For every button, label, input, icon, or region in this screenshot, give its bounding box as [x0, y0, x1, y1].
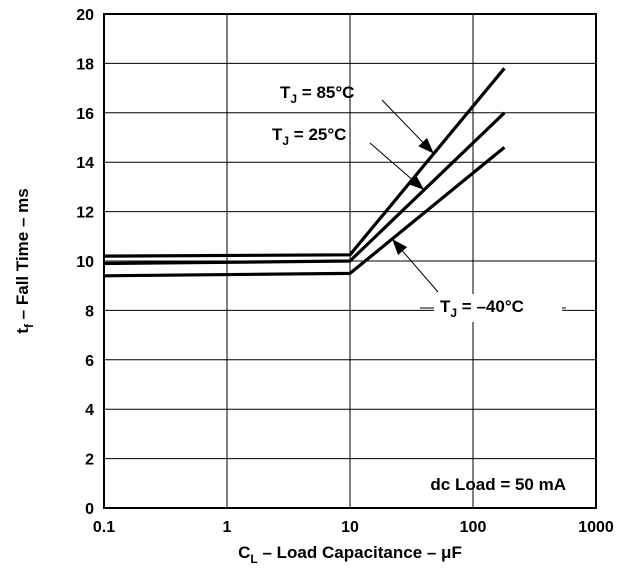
arrow-85c-arrowhead: [418, 137, 434, 154]
dc-load-annotation: dc Load = 50 mA: [430, 475, 566, 494]
series-line-85c: [103, 67, 506, 258]
series-line-25c: [103, 111, 506, 266]
arrow-minus40c-arrowhead: [392, 238, 408, 256]
annotations: TJ = 85°C TJ = 25°C TJ = –40°C dc Load = 50…: [272, 83, 566, 494]
y-axis-label: tf – Fall Time – ms: [13, 188, 36, 333]
label-minus40c-background: [434, 294, 562, 322]
svg-text:TJ = 25°C: TJ = 25°C: [272, 125, 346, 148]
y-tick-label: 18: [76, 56, 94, 73]
x-tick-label: 1: [223, 519, 232, 536]
grid-lines: [104, 14, 596, 508]
y-tick-label: 4: [85, 402, 94, 419]
svg-text:TJ = 85°C: TJ = 85°C: [280, 83, 354, 106]
x-tick-label: 1000: [578, 519, 614, 536]
x-tick-labels: 0.1 1 10 100 1000: [93, 519, 614, 536]
arrow-25c-arrowhead: [408, 174, 425, 190]
series-lines: [103, 67, 506, 278]
plot-frame: [103, 13, 597, 509]
y-tick-label: 10: [76, 254, 94, 271]
label-25c: TJ = 25°C: [272, 125, 346, 148]
x-tick-label: 0.1: [93, 519, 115, 536]
x-tick-label: 100: [460, 519, 487, 536]
x-axis-label: CL – Load Capacitance – μF: [238, 543, 462, 566]
y-tick-label: 12: [76, 205, 94, 222]
y-tick-label: 2: [85, 452, 94, 469]
x-tick-label: 10: [341, 519, 359, 536]
svg-text:TJ = –40°C: TJ = –40°C: [440, 297, 524, 320]
label-minus40c: TJ = –40°C: [434, 294, 562, 322]
y-tick-label: 8: [85, 303, 94, 320]
y-tick-label: 6: [85, 353, 94, 370]
y-tick-label: 14: [76, 155, 94, 172]
y-tick-label: 0: [85, 501, 94, 518]
label-85c: TJ = 85°C: [280, 83, 354, 106]
y-tick-label: 16: [76, 106, 94, 123]
y-tick-label: 20: [76, 7, 94, 24]
series-line-minus40c: [103, 146, 506, 278]
y-tick-labels: 0 2 4 6 8 10 12 14 16 18 20: [76, 7, 94, 518]
